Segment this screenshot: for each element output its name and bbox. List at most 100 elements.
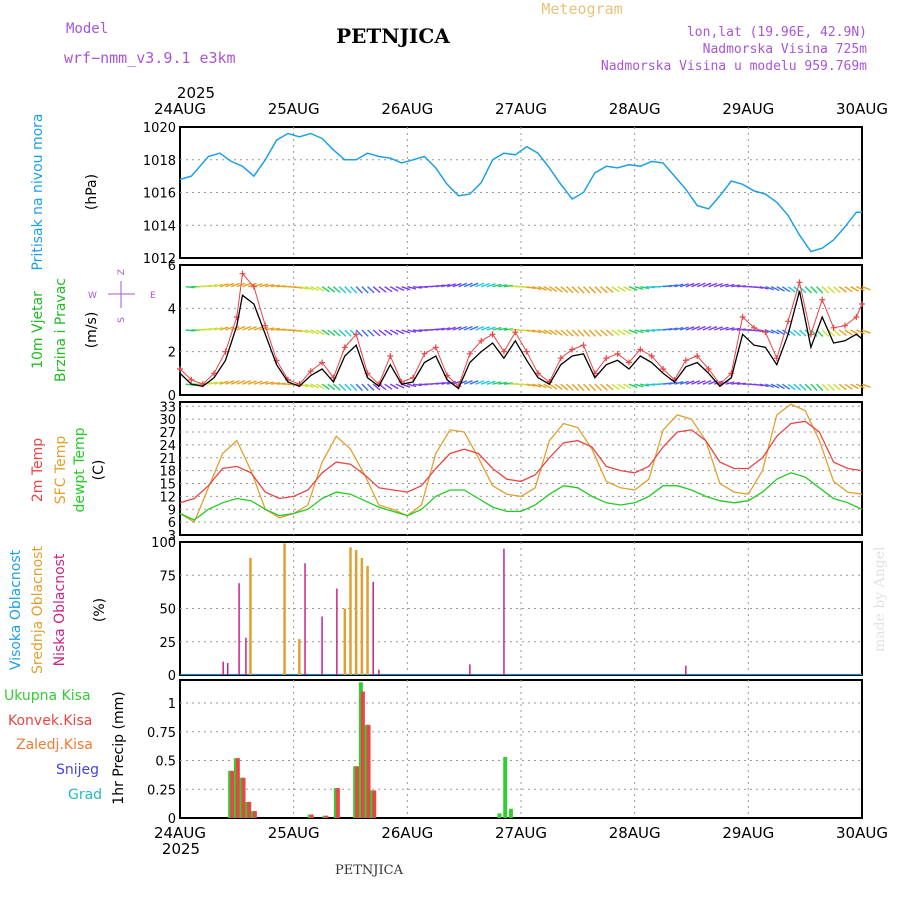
precip-label-total: Ukupna Kisa — [4, 688, 91, 704]
wind-barb — [691, 380, 701, 385]
wind-barb — [185, 329, 195, 332]
wind-barb — [565, 383, 574, 391]
wind-barb — [782, 383, 791, 390]
cloud-unit: (%) — [92, 598, 108, 622]
wind-barb — [674, 381, 684, 385]
wind-barb — [304, 286, 314, 291]
wind-barb — [594, 286, 602, 294]
precip-tick-label: 0.75 — [147, 726, 176, 741]
temperature-tick-label: 21 — [159, 452, 176, 467]
date-label: 30AUG — [836, 824, 888, 842]
wind-ylabel-1: 10m Vjetar — [30, 291, 46, 369]
wind-barb — [617, 286, 626, 292]
temperature-tick-label: 27 — [159, 426, 176, 441]
wind-barb — [230, 380, 240, 385]
wind-barb — [469, 380, 479, 385]
pressure-ticks: 1012 1014 1016 1018 1020 — [143, 121, 862, 267]
wind-barb — [537, 286, 547, 291]
wind-barb — [407, 285, 417, 290]
wind-barb — [486, 326, 496, 331]
wind-barb — [270, 284, 280, 288]
wind-barb — [668, 284, 678, 288]
wind-barb — [645, 383, 656, 386]
footer-station: PETNJICA — [335, 863, 404, 878]
pressure-panel: Pritisak na nivou mora (hPa) 10121014101… — [30, 113, 862, 271]
date-label: 25AUG — [268, 824, 320, 842]
wind-barb — [208, 327, 218, 331]
cloud-bar-mid — [354, 549, 358, 675]
wind-barb — [770, 286, 780, 292]
gust-marker — [682, 357, 689, 364]
pressure-tick-label: 1020 — [143, 121, 176, 136]
precip-unit: 1hr Precip (mm) — [111, 691, 127, 804]
cloud-bar-low — [321, 616, 323, 675]
wind-barb — [372, 329, 381, 337]
wind-barb — [713, 282, 723, 288]
wind-barb — [850, 383, 859, 390]
temp-ylabel-2: SFC Temp — [53, 436, 69, 505]
wind-barb — [821, 383, 830, 392]
wind-barb — [560, 286, 569, 293]
wind-barb — [543, 383, 553, 389]
gust-marker — [569, 346, 576, 353]
wind-barb — [236, 380, 246, 385]
wind-barb — [458, 282, 468, 288]
precip-label-conv: Konvek.Kisa — [8, 713, 92, 729]
wind-barb — [537, 383, 547, 389]
wind-barb — [253, 326, 263, 331]
wind-barb — [304, 383, 314, 388]
gust-marker — [614, 350, 621, 357]
wind-barb — [668, 327, 678, 331]
wind-barb — [185, 285, 195, 289]
wind-barb — [401, 383, 411, 388]
wind-barb — [617, 383, 626, 390]
wind-barb — [696, 282, 706, 288]
wind-barb — [634, 383, 644, 388]
wind-barb — [332, 383, 341, 391]
wind-barb — [247, 380, 257, 385]
wind-barb — [361, 383, 369, 392]
gust-marker — [841, 322, 848, 329]
wind-barb — [765, 286, 775, 291]
wind-barb — [293, 329, 303, 333]
wind-barb — [310, 329, 320, 335]
wind-barb — [321, 383, 330, 390]
panel-grids — [179, 126, 863, 819]
gust-marker — [859, 301, 865, 307]
wind-barb — [765, 383, 775, 388]
wind-barb — [833, 329, 841, 337]
precip-ticks: 0 0.25 0.5 0.75 1 — [147, 697, 862, 827]
wind-barb — [827, 286, 835, 294]
wind-barb — [645, 329, 656, 332]
cloud-ylabel-2: Srednja Oblacnost — [30, 546, 46, 674]
wind-barb — [480, 326, 490, 331]
wind-barb — [821, 329, 830, 337]
gust-marker — [739, 314, 746, 320]
gust-marker — [660, 366, 667, 372]
wind-barb — [361, 286, 369, 294]
precip-bar-conv — [366, 724, 371, 818]
wind-barb — [787, 286, 796, 293]
wind-barb — [395, 329, 405, 335]
wind-barb — [861, 329, 871, 334]
gust-marker — [432, 344, 439, 351]
wind-barb — [486, 380, 496, 385]
wind-tick-label: 0 — [168, 389, 176, 404]
wind-barb — [367, 286, 375, 294]
wind-barb — [605, 286, 614, 293]
wind-barb — [543, 329, 553, 335]
model-altitude-label: Nadmorska Visina u modelu 959.769m — [601, 59, 867, 74]
cloud-bar-low — [685, 665, 687, 675]
wind-barb — [799, 329, 807, 337]
wind-barb — [833, 383, 841, 391]
date-labels-bottom: 24AUG 25AUG 26AUG 27AUG 28AUG 29AUG 30AUG — [154, 824, 888, 842]
wind-barb — [679, 380, 689, 385]
precip-bar-conv — [372, 790, 377, 818]
temperature-tick-label: 9 — [168, 503, 176, 518]
wind-barb — [304, 329, 314, 334]
gust-marker — [250, 283, 257, 290]
date-label: 24AUG — [154, 100, 206, 118]
wind-barb — [480, 282, 490, 288]
wind-barb — [679, 326, 689, 331]
date-label: 28AUG — [609, 824, 661, 842]
